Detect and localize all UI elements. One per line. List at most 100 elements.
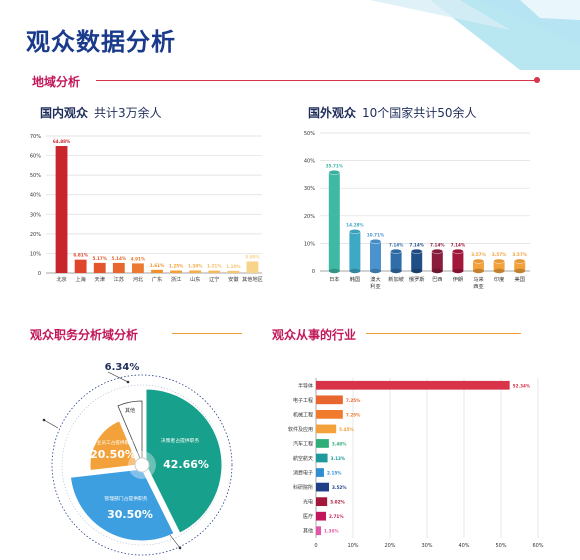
x-tick-label: 韩国 [350,275,360,283]
y-tick-label: 汽车工程 [293,440,313,447]
y-tick-label: 10% [304,241,315,247]
bar-top [472,258,485,264]
y-tick-label: 30% [304,186,315,192]
bar [316,380,510,390]
data-label: 3.57% [512,252,527,257]
data-label: 3.48% [332,441,347,446]
corner-decoration [370,0,580,70]
page-title: 观众数据分析 [26,28,176,56]
slice-label: 其他 [125,407,135,414]
section-title-industry: 观众从事的行业 [272,328,357,342]
data-label: 14.28% [346,223,364,228]
y-tick-label: 其他 [303,528,313,535]
x-tick-label: 利亚 [370,282,380,290]
data-label: 4.91% [131,256,146,261]
x-tick-label: 上海 [75,275,85,283]
bar-top [410,248,423,254]
y-tick-label: 电子工程 [293,397,313,404]
x-tick-label: 印度 [494,275,504,283]
data-label: 6.81% [73,253,88,258]
industry-bar-chart: 0 10% 20% 30% 40% 50% 60% 半导体 52.34% 电子工程 7.25% 机械工… [288,378,544,549]
callout-line [43,419,59,429]
bar [316,410,343,419]
pie-slice [117,400,143,464]
pie-hub-center [134,457,150,473]
callout-line [169,534,181,549]
data-label: 5.45% [339,427,354,432]
callout-dot [42,418,46,422]
data-label: 35.71% [326,163,344,168]
x-tick-label: 浙江 [171,275,181,283]
slice-value: 42.66% [163,458,209,471]
data-label: 3.57% [492,252,507,257]
bar [131,263,144,273]
data-label: 7.14% [389,242,404,247]
data-label: 7.14% [430,242,445,247]
data-label: 1.25% [169,264,184,269]
x-tick-label: 西亚 [473,283,483,290]
bar [316,439,329,448]
bar [370,241,381,271]
bar [74,259,87,273]
divider-dot [534,77,540,83]
bar [452,251,464,271]
y-tick-label: 50% [30,173,41,179]
foreign-subtitle: 10个国家共计50余人 [362,106,477,120]
y-tick-label: 医疗 [303,513,313,520]
x-tick-label: 日本 [329,275,339,283]
data-label: 7.14% [451,242,466,247]
slice-value: 6.34% [105,362,140,373]
bar [189,270,202,273]
y-tick-label: 消费电子 [293,470,313,477]
bar [316,526,322,536]
bar [316,482,330,492]
domestic-title-label: 国内观众 [40,106,89,120]
data-label: 7.25% [346,412,361,417]
x-tick-label: 伊朗 [453,275,463,283]
x-tick-label: 50% [495,543,506,549]
x-tick-label: 60% [532,543,543,549]
data-label: 3.13% [331,456,346,461]
bar [316,453,328,463]
x-tick-label: 0 [314,543,317,549]
bar-top [513,258,526,264]
domestic-bar-chart: 0 10% 20% 30% 40% 50% 60% 70% 64.88% 北京 6.81% 上海 5.1… [30,134,263,283]
data-label: 1.61% [150,263,165,268]
outer-ring [51,374,233,556]
bar [514,261,526,271]
y-tick-label: 30% [30,212,41,218]
y-tick-label: 20% [304,214,315,220]
data-label: 1.21% [207,264,222,269]
slice-label: 决策者占提供职务 [161,437,200,444]
data-label: 1.10% [226,264,241,269]
data-label: 5.17% [92,256,107,261]
y-tick-label: 软件及应用 [288,426,313,433]
data-label: 5.90% [245,254,260,259]
x-tick-label: 巴西 [432,276,442,283]
data-label: 64.88% [53,139,71,144]
section-title-region: 地域分析 [32,75,81,89]
x-tick-label: 安徽 [228,275,239,283]
data-label: 2.71% [329,514,344,519]
y-tick-label: 机械工程 [293,411,313,418]
bar [411,251,423,271]
x-tick-label: 10% [347,543,358,549]
bar-base [431,268,443,274]
pie-slice [145,388,223,534]
y-tick-label: 0 [38,271,41,277]
x-tick-label: 其他地区 [242,275,263,283]
data-label: 10.71% [367,232,385,237]
x-tick-label: 北京 [56,275,66,283]
bar [316,395,343,405]
bar [328,172,340,271]
section-divider [172,333,242,334]
callout-line [107,371,129,383]
y-tick-label: 60% [30,154,41,160]
bar [316,497,328,506]
domestic-subtitle: 共计3万余人 [94,106,162,120]
x-tick-label: 河北 [133,275,144,283]
x-tick-label: 江苏 [114,275,124,283]
foreign-bar-chart: 0 10% 20% 30% 40% 50% 35.71% 日本 14.28% 韩国 10.71% 澳大… [304,131,530,290]
bar [316,424,337,434]
bar [55,146,68,273]
